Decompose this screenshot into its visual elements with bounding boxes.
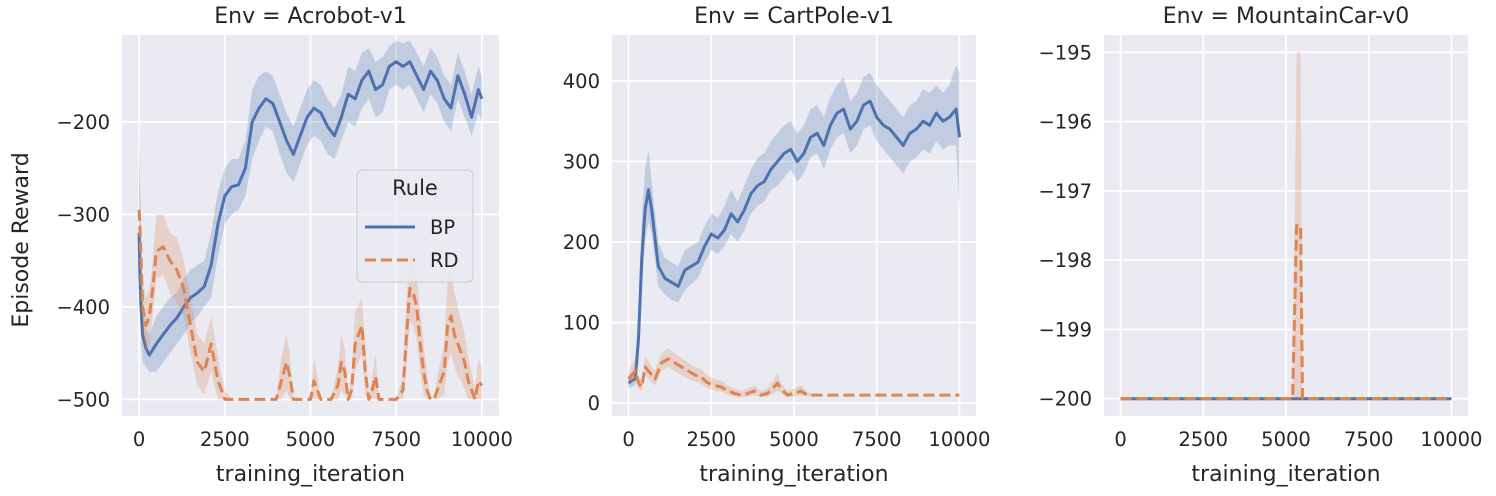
- ci-band-rd: [628, 348, 960, 398]
- legend-label-rd: RD: [430, 249, 459, 272]
- y-tick-label: −195: [1038, 41, 1092, 64]
- y-tick-label: 300: [563, 150, 600, 173]
- series-line-rd: [137, 209, 484, 401]
- x-tick-label: 0: [1114, 428, 1126, 451]
- legend-title: Rule: [392, 176, 438, 200]
- x-tick-label: 2500: [200, 428, 250, 451]
- x-tick-label: 2500: [1178, 428, 1228, 451]
- panel-1: 0 2500 5000 7500 10000 0 100 200 300 400 Env = Car…: [563, 4, 991, 487]
- y-tick-label: −200: [56, 111, 110, 134]
- x-tick-label: 7500: [1344, 428, 1394, 451]
- x-tick-label: 10000: [451, 428, 513, 451]
- x-tick-label: 5000: [769, 428, 819, 451]
- y-tick-label: −199: [1038, 318, 1092, 341]
- y-tick-label: −400: [56, 296, 110, 319]
- x-tick-label: 5000: [1261, 428, 1311, 451]
- y-tick-label: −196: [1038, 111, 1092, 134]
- x-tick-label: 0: [622, 428, 634, 451]
- y-tick-label: −200: [1038, 388, 1092, 411]
- x-axis-label: training_iteration: [216, 462, 405, 487]
- legend-label-bp: BP: [430, 216, 455, 239]
- ci-band-bp: [628, 64, 960, 389]
- y-tick-label: −500: [56, 388, 110, 411]
- series-line-bp: [137, 60, 484, 357]
- y-tick-label: −198: [1038, 249, 1092, 272]
- x-axis-label: training_iteration: [1191, 462, 1380, 487]
- x-tick-label: 10000: [1420, 428, 1482, 451]
- x-tick-label: 5000: [286, 428, 336, 451]
- panel-2: 0 2500 5000 7500 10000 −200 −199 −198 −197 −196 −1…: [1038, 4, 1482, 487]
- series-line-rd: [627, 357, 960, 397]
- y-axis-label: Episode Reward: [9, 152, 34, 327]
- series-line-rd: [1120, 224, 1452, 401]
- y-tick-label: −300: [56, 203, 110, 226]
- series-line-bp: [627, 99, 961, 385]
- panel-title: Env = Acrobot-v1: [214, 4, 406, 29]
- x-tick-label: 7500: [852, 428, 902, 451]
- y-tick-label: −197: [1038, 180, 1092, 203]
- x-tick-label: 10000: [928, 428, 990, 451]
- x-tick-label: 2500: [686, 428, 736, 451]
- legend: Rule BP RD: [356, 169, 474, 283]
- x-tick-label: 0: [133, 428, 145, 451]
- y-tick-label: 0: [588, 392, 600, 415]
- panel-title: Env = MountainCar-v0: [1163, 4, 1410, 29]
- x-axis-label: training_iteration: [699, 462, 888, 487]
- x-tick-label: 7500: [371, 428, 421, 451]
- panel-title: Env = CartPole-v1: [694, 4, 894, 29]
- y-tick-label: 100: [563, 312, 600, 335]
- ci-band-bp: [139, 40, 482, 372]
- y-tick-label: 200: [563, 231, 600, 254]
- y-tick-label: 400: [563, 70, 600, 93]
